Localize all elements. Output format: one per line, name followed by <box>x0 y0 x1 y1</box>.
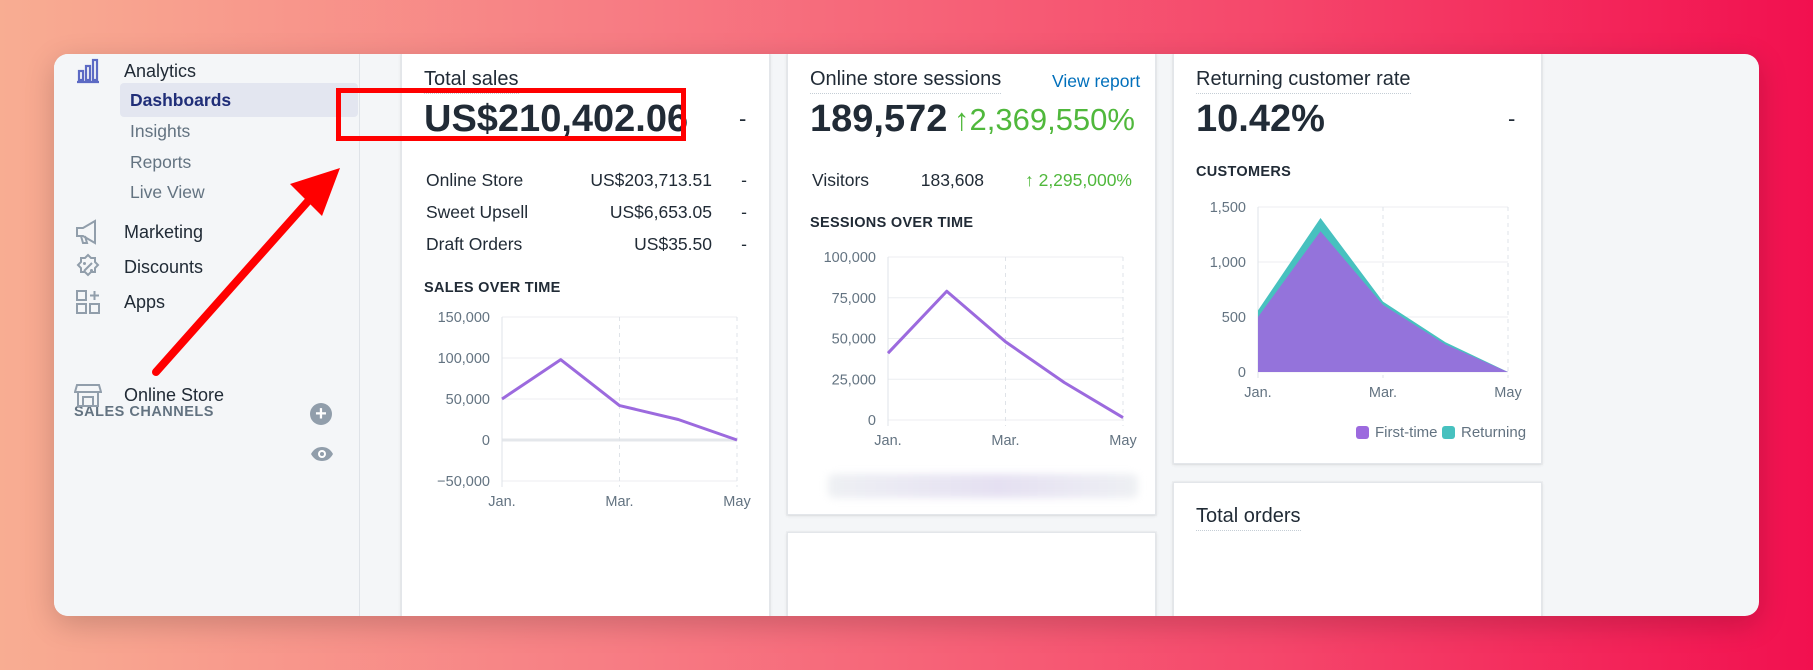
card-title[interactable]: Total sales <box>424 68 519 94</box>
breakdown-value: US$203,713.51 <box>590 170 712 190</box>
first-time-area <box>1258 231 1508 372</box>
y-tick-label: 0 <box>1238 365 1246 381</box>
sales-over-time-chart: 150,000 100,000 50,000 0 −50,000 Jan. Mar. May <box>437 310 751 510</box>
visitors-value: 183,608 <box>920 170 984 190</box>
y-tick-label: 150,000 <box>438 310 490 326</box>
sidebar-item-marketing[interactable]: Marketing <box>74 216 203 248</box>
breakdown-value: US$35.50 <box>634 234 712 254</box>
returning-swatch <box>1442 426 1455 439</box>
sidebar-item-label: Online Store <box>124 384 225 405</box>
breakdown-value: US$6,653.05 <box>609 202 712 222</box>
y-tick-label: 0 <box>482 433 490 449</box>
add-sales-channel-button[interactable]: + <box>310 403 332 425</box>
megaphone-icon <box>76 219 96 245</box>
total-sales-card: Total sales US$210,402.06 - Online Store… <box>401 54 770 616</box>
y-tick-label: 100,000 <box>438 351 490 367</box>
y-tick-label: 25,000 <box>832 372 876 388</box>
x-tick-label: May <box>1494 385 1522 401</box>
y-tick-label: 1,500 <box>1210 200 1246 216</box>
online-store-sessions-card: Online store sessions View report 189,57… <box>787 54 1156 515</box>
x-tick-label: Jan. <box>488 494 515 510</box>
y-tick-label: 500 <box>1222 310 1246 326</box>
breakdown-label: Sweet Upsell <box>426 202 529 222</box>
sidebar-item-online-store[interactable]: Online Store <box>74 379 224 411</box>
first-time-swatch <box>1356 426 1369 439</box>
highlight-box <box>336 88 686 141</box>
sidebar-item-label: Marketing <box>124 221 204 242</box>
total-sales-change: - <box>739 106 747 131</box>
breakdown-change: - <box>741 170 747 190</box>
returning-rate-change: - <box>1508 106 1516 131</box>
breakdown-label: Online Store <box>426 170 524 190</box>
card-title[interactable]: Returning customer rate <box>1196 68 1411 94</box>
sessions-change: ↑2,369,550% <box>954 102 1135 137</box>
sessions-over-time-chart: 100,000 75,000 50,000 25,000 0 Jan. Mar. May <box>824 250 1138 449</box>
sidebar-subitem-live-view[interactable]: Live View <box>130 181 205 202</box>
x-tick-label: Mar. <box>991 433 1019 449</box>
returning-rate-value: 10.42% <box>1196 98 1325 140</box>
total-sales-value: US$210,402.06 <box>424 98 689 140</box>
blurred-legend <box>828 474 1138 498</box>
discount-badge-icon <box>76 253 100 277</box>
y-tick-label: 50,000 <box>446 392 490 408</box>
breakdown-change: - <box>741 234 747 254</box>
legend-label: Returning <box>1461 424 1527 441</box>
x-tick-label: May <box>723 494 751 510</box>
x-tick-label: Jan. <box>1244 385 1271 401</box>
x-tick-label: Jan. <box>874 433 901 449</box>
y-tick-label: 75,000 <box>832 291 876 307</box>
eye-icon[interactable] <box>310 446 334 462</box>
bar-chart-icon <box>77 58 99 84</box>
x-tick-label: Mar. <box>605 494 633 510</box>
sidebar-item-analytics[interactable]: Analytics <box>74 55 196 87</box>
sidebar-item-apps[interactable]: Apps <box>74 286 165 318</box>
legend-first-time: First-time <box>1356 424 1438 441</box>
sales-channels-heading: SALES CHANNELS <box>74 404 214 420</box>
sidebar-item-label: Apps <box>124 291 166 312</box>
sidebar: Analytics Dashboards Insights Reports Li… <box>54 54 360 616</box>
app-window: Analytics Dashboards Insights Reports Li… <box>54 54 1759 616</box>
y-tick-label: −50,000 <box>437 474 490 490</box>
next-card <box>787 532 1156 616</box>
card-title[interactable]: Online store sessions <box>810 68 1002 94</box>
customers-chart: 1,500 1,000 500 0 Jan. Mar. May <box>1210 200 1523 401</box>
visitors-label: Visitors <box>812 170 870 190</box>
chart-title: SESSIONS OVER TIME <box>810 215 974 231</box>
breakdown-label: Draft Orders <box>426 234 523 254</box>
sidebar-subitem-reports[interactable]: Reports <box>130 151 192 172</box>
visitors-change: ↑ 2,295,000% <box>1024 170 1132 190</box>
view-report-link[interactable]: View report <box>1052 71 1141 91</box>
sidebar-subitem-insights[interactable]: Insights <box>130 120 191 141</box>
x-tick-label: May <box>1109 433 1137 449</box>
store-icon <box>74 384 102 407</box>
annotation-arrow <box>152 168 340 376</box>
y-tick-label: 1,000 <box>1210 255 1246 271</box>
chart-title: SALES OVER TIME <box>424 280 561 296</box>
legend-returning: Returning <box>1442 424 1526 441</box>
card-title[interactable]: Total orders <box>1196 505 1301 531</box>
total-orders-card: Total orders <box>1173 482 1542 616</box>
y-tick-label: 100,000 <box>824 250 876 266</box>
sidebar-subitem-dashboards[interactable]: Dashboards <box>120 83 358 117</box>
legend-label: First-time <box>1375 424 1438 441</box>
sidebar-item-discounts[interactable]: Discounts <box>74 251 203 283</box>
apps-grid-icon <box>76 290 100 314</box>
breakdown-change: - <box>741 202 747 222</box>
sessions-value: 189,572 <box>810 98 948 140</box>
returning-customer-rate-card: Returning customer rate 10.42% - CUSTOME… <box>1173 54 1542 464</box>
y-tick-label: 0 <box>868 413 876 429</box>
sidebar-item-label: Discounts <box>124 256 204 277</box>
x-tick-label: Mar. <box>1369 385 1397 401</box>
chart-title: CUSTOMERS <box>1196 164 1292 180</box>
sidebar-item-label: Analytics <box>124 60 197 81</box>
y-tick-label: 50,000 <box>832 332 876 348</box>
